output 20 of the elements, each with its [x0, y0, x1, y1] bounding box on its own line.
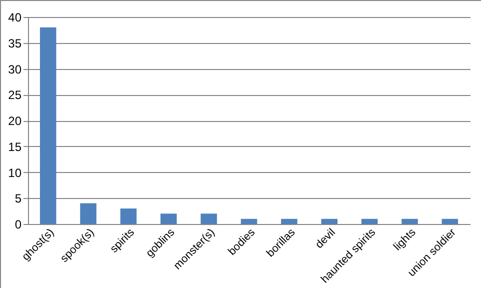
- bar: [402, 218, 418, 224]
- bar: [120, 208, 137, 224]
- bar: [200, 214, 217, 224]
- y-tick-label: 0: [14, 218, 22, 232]
- bar: [240, 218, 258, 224]
- bar: [361, 218, 378, 224]
- y-tick-label: 5: [14, 192, 22, 206]
- bar: [442, 218, 458, 224]
- y-tick-label: 15: [8, 140, 22, 154]
- y-tick-label: 25: [8, 88, 22, 102]
- y-tick-label: 30: [8, 62, 22, 76]
- bar: [80, 203, 96, 224]
- y-tick-label: 40: [8, 10, 22, 24]
- y-tick-label: 20: [8, 114, 22, 128]
- y-tick-label: 35: [8, 36, 22, 50]
- bar: [40, 27, 56, 224]
- y-tick-label: 10: [8, 166, 22, 180]
- bar: [281, 218, 298, 224]
- bar: [321, 218, 338, 224]
- bar: [160, 214, 177, 224]
